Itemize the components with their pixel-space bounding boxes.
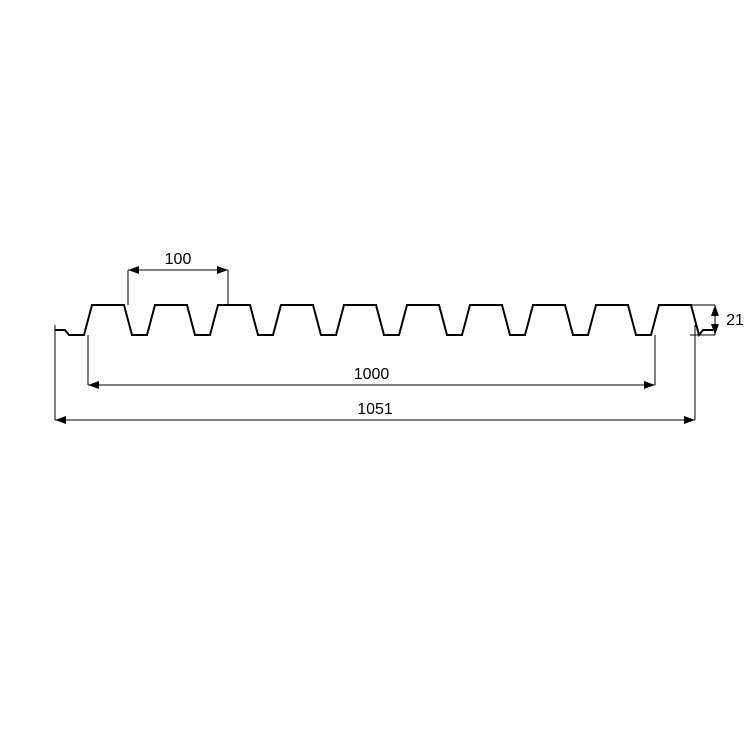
sheet-profile [55,305,713,335]
profile-diagram: 100 1000 1051 21 [0,0,750,750]
pitch-label: 100 [165,251,192,268]
height-label: 21 [726,312,744,329]
cover-width-label: 1000 [354,366,390,383]
overall-width-label: 1051 [357,401,393,418]
